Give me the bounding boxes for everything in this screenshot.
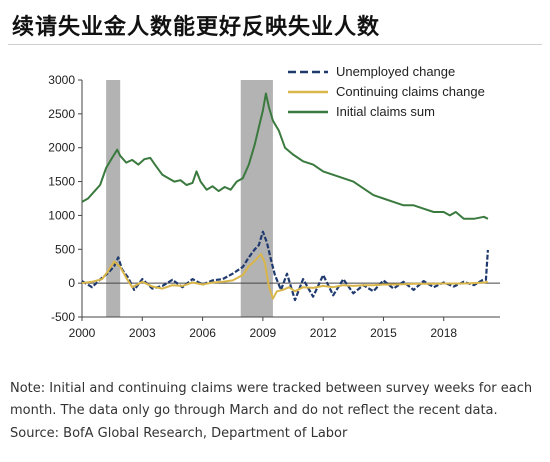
axes: -500 0 500 1000 1500 2000 2500 3000 2000 2003 2006… — [48, 73, 500, 340]
legend-label: Unemployed change — [336, 64, 455, 79]
x-tick-label: 2018 — [430, 326, 457, 340]
series-lines — [81, 92, 489, 302]
y-tick-label: 2500 — [48, 107, 75, 121]
legend: Unemployed change Continuing claims chang… — [288, 64, 485, 119]
legend-label: Continuing claims change — [336, 84, 485, 99]
x-tick-label: 2000 — [69, 326, 96, 340]
y-tick-label: 1000 — [48, 208, 75, 222]
series-line-2 — [81, 92, 489, 220]
chart-title: 续请失业金人数能更好反映失业人数 — [12, 15, 381, 40]
recession-band-0 — [106, 80, 121, 317]
series-line-1 — [81, 253, 489, 300]
title-divider — [8, 44, 542, 45]
y-tick-label: 0 — [68, 276, 75, 290]
x-tick-label: 2012 — [310, 326, 337, 340]
x-tick-label: 2006 — [189, 326, 216, 340]
note-text: Note: Initial and continuing claims were… — [10, 381, 533, 418]
y-tick-label: 500 — [55, 242, 75, 256]
chart: -500 0 500 1000 1500 2000 2500 3000 2000 2003 2006… — [48, 64, 500, 340]
legend-label: Initial claims sum — [336, 104, 435, 119]
y-tick-label: -500 — [51, 310, 75, 324]
chart-note: Note: Initial and continuing claims were… — [10, 378, 546, 422]
x-tick-label: 2003 — [129, 326, 156, 340]
y-tick-label: 3000 — [48, 73, 75, 87]
y-tick-label: 1500 — [48, 175, 75, 189]
chart-source: Source: BofA Global Research, Department… — [10, 426, 348, 441]
x-tick-label: 2009 — [250, 326, 277, 340]
y-tick-label: 2000 — [48, 141, 75, 155]
x-tick-label: 2015 — [370, 326, 397, 340]
